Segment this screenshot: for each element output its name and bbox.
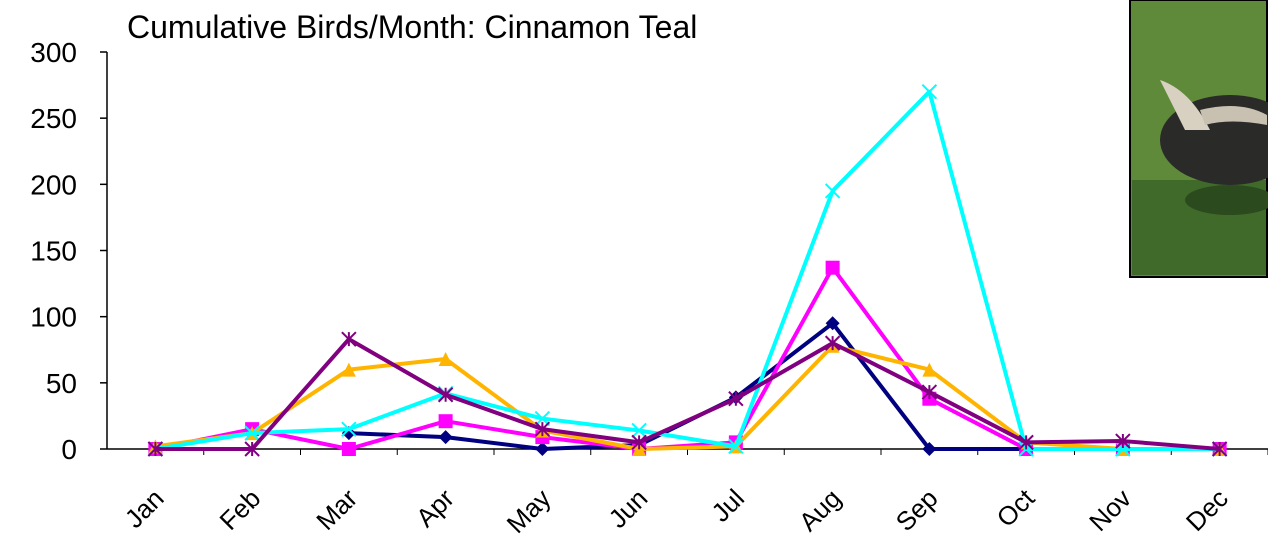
marker bbox=[826, 336, 840, 350]
x-tick-label: Sep bbox=[890, 483, 944, 537]
series-line bbox=[155, 346, 1219, 449]
x-tick-label: Apr bbox=[410, 483, 460, 533]
y-tick-label: 50 bbox=[46, 368, 77, 399]
x-tick-label: Jul bbox=[705, 483, 750, 528]
page: {"chart_data": {"type": "line", "title":… bbox=[0, 0, 1268, 555]
chart-title: Cumulative Birds/Month: Cinnamon Teal bbox=[127, 9, 697, 45]
y-tick-label: 250 bbox=[30, 103, 77, 134]
chart: Cumulative Birds/Month: Cinnamon Teal 0 5… bbox=[0, 0, 1268, 555]
series-line bbox=[155, 92, 1219, 449]
x-tick-label: Jun bbox=[603, 483, 654, 534]
marker bbox=[439, 414, 453, 428]
x-tick-label: Jan bbox=[119, 483, 170, 534]
y-tick-label: 100 bbox=[30, 302, 77, 333]
x-tick-label: Nov bbox=[1083, 483, 1137, 537]
y-tick-label: 150 bbox=[30, 236, 77, 267]
x-tick-label: Feb bbox=[213, 483, 266, 536]
marker bbox=[342, 442, 356, 456]
photo bbox=[1130, 0, 1268, 277]
y-tick-label: 200 bbox=[30, 169, 77, 200]
marker bbox=[826, 261, 840, 275]
marker bbox=[535, 442, 549, 456]
x-tick-label: Aug bbox=[793, 483, 847, 537]
x-tick-label: Oct bbox=[991, 482, 1041, 532]
y-tick-label: 0 bbox=[61, 434, 77, 465]
x-tick-label: Mar bbox=[310, 483, 363, 536]
marker bbox=[439, 430, 453, 444]
marker bbox=[342, 332, 356, 346]
x-tick-label: May bbox=[501, 483, 557, 539]
y-tick-label: 300 bbox=[30, 37, 77, 68]
x-tick-label: Dec bbox=[1180, 483, 1234, 537]
